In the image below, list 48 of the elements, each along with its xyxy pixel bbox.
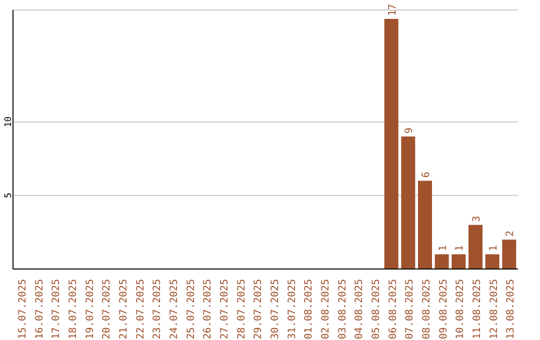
x-tick-label: 15.07.2025 — [17, 279, 28, 340]
x-tick-label: 01.08.2025 — [304, 279, 315, 340]
x-tick-label: 21.07.2025 — [118, 279, 130, 340]
x-tick-label: 17.07.2025 — [51, 279, 62, 340]
bar — [452, 254, 466, 269]
x-tick-label: 08.08.2025 — [421, 279, 432, 340]
x-tick-label: 19.07.2025 — [84, 279, 96, 340]
x-tick-label: 24.07.2025 — [168, 279, 180, 340]
x-tick-label: 09.08.2025 — [438, 279, 450, 340]
bar — [401, 136, 416, 269]
x-tick-label: 18.07.2025 — [68, 279, 79, 340]
x-tick-label: 23.07.2025 — [152, 279, 164, 340]
bar — [485, 254, 500, 269]
x-tick-label: 04.08.2025 — [354, 279, 366, 340]
x-tick-label: 16.07.2025 — [34, 279, 46, 340]
x-tick-label: 12.08.2025 — [488, 279, 500, 340]
data-label: 17 — [387, 4, 398, 16]
x-tick-label: 20.07.2025 — [102, 279, 113, 340]
bar — [418, 180, 432, 269]
data-label: 2 — [505, 230, 516, 237]
data-label: 9 — [404, 128, 416, 134]
data-label: 3 — [472, 216, 482, 222]
x-tick-label: 26.07.2025 — [202, 279, 214, 340]
y-tick-label: 10 — [4, 116, 14, 128]
x-tick-label: 31.07.2025 — [286, 279, 298, 340]
y-tick-label: 5 — [4, 192, 14, 198]
bar — [384, 18, 398, 269]
x-tick-label: 29.07.2025 — [253, 279, 264, 340]
bar — [502, 240, 516, 269]
x-tick-label: 10.08.2025 — [455, 279, 466, 340]
x-tick-label: 22.07.2025 — [135, 279, 146, 340]
x-tick-label: 06.08.2025 — [388, 279, 399, 340]
data-label: 1 — [438, 245, 449, 252]
bar — [434, 254, 449, 269]
x-tick-label: 30.07.2025 — [270, 279, 281, 340]
x-tick-label: 25.07.2025 — [186, 279, 197, 340]
x-tick-label: 28.07.2025 — [236, 279, 248, 340]
x-tick-label: 11.08.2025 — [472, 279, 483, 340]
x-tick-label: 02.08.2025 — [320, 279, 332, 340]
x-tick-label: 07.08.2025 — [404, 279, 416, 340]
x-tick-label: 05.08.2025 — [370, 279, 382, 340]
x-tick-label: 27.07.2025 — [219, 279, 230, 340]
data-label: 1 — [454, 245, 466, 252]
bar — [468, 224, 482, 269]
data-label: 1 — [488, 245, 500, 252]
x-tick-label: 03.08.2025 — [337, 279, 348, 340]
x-tick-label: 13.08.2025 — [506, 279, 517, 340]
data-label: 6 — [421, 172, 432, 178]
